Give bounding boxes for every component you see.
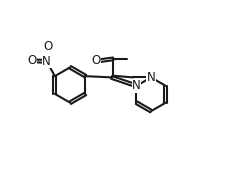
Text: O: O xyxy=(43,40,52,53)
Text: N: N xyxy=(131,79,140,92)
Text: O: O xyxy=(27,54,36,67)
Text: O: O xyxy=(91,54,101,67)
Text: N: N xyxy=(42,55,51,68)
Text: N: N xyxy=(146,71,155,84)
